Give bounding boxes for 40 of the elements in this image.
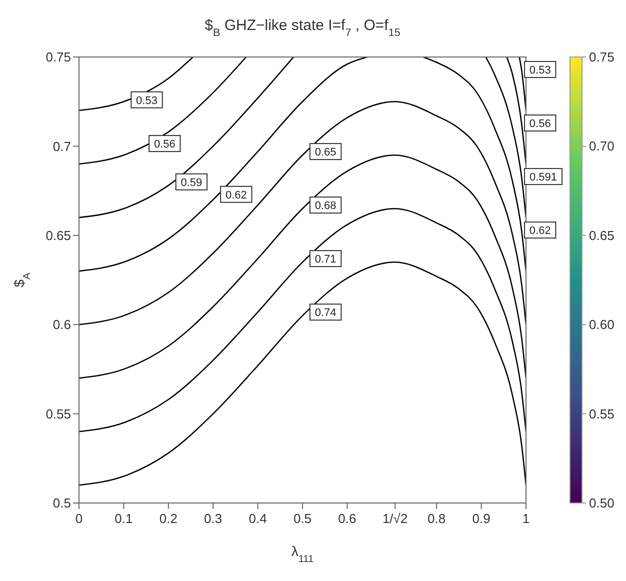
annotation: 0.56: [154, 138, 176, 151]
annotation: 0.71: [314, 254, 336, 266]
color-bar-label: 0.65: [589, 228, 614, 243]
y-tick-label: 0.55: [46, 406, 71, 422]
line-series: [79, 154, 526, 379]
annotation: 0.65: [314, 146, 336, 159]
y-tick-label: 0.75: [46, 50, 71, 65]
annotation: 0.68: [314, 200, 336, 212]
annotation: 0.56: [529, 118, 551, 130]
annotation: 0.53: [136, 94, 158, 107]
color-bar-label: 0.50: [589, 496, 614, 510]
annotation: 0.62: [225, 189, 247, 202]
x-tick-label: 0.4: [248, 511, 267, 526]
color-bar-label: 0.55: [589, 406, 614, 422]
x-tick-label: 0.5: [293, 511, 312, 526]
chart-title: $$_{B}$ GHZ−like state I=f$_{7}$ , O=f$_{15}$: [204, 17, 400, 39]
color-bar-label: 0.60: [589, 317, 614, 332]
annotation: 0.53: [529, 64, 551, 76]
x-tick-label: 0.2: [159, 511, 178, 526]
x-tick-label: 0.6: [338, 511, 356, 526]
annotation: 0.59: [180, 176, 202, 189]
x-tick-label: 0: [75, 511, 83, 526]
y-tick-label: 0.5: [52, 496, 71, 511]
color-bar-label: 0.70: [589, 138, 614, 154]
x-tick-label: 0.1: [114, 511, 133, 526]
x-tick-label: 0.9: [472, 511, 490, 526]
x-tick-label: 1: [522, 511, 530, 526]
x-axis-title: λ$_{111}$: [291, 543, 314, 564]
annotation: 0.591: [530, 172, 558, 184]
y-tick-label: 0.65: [46, 228, 71, 244]
line-series: [79, 208, 526, 432]
y-tick-label: 0.6: [52, 317, 71, 332]
x-tick-label: 0.3: [204, 511, 222, 526]
annotation: 0.62: [529, 225, 551, 238]
x-tick-label: 0.8: [428, 511, 446, 526]
color-bar-label: 0.75: [589, 50, 614, 64]
annotation: 0.74: [314, 307, 336, 320]
line-series: [79, 262, 526, 486]
x-tick-label: 1/√2: [382, 511, 408, 526]
y-tick-label: 0.7: [52, 138, 71, 154]
